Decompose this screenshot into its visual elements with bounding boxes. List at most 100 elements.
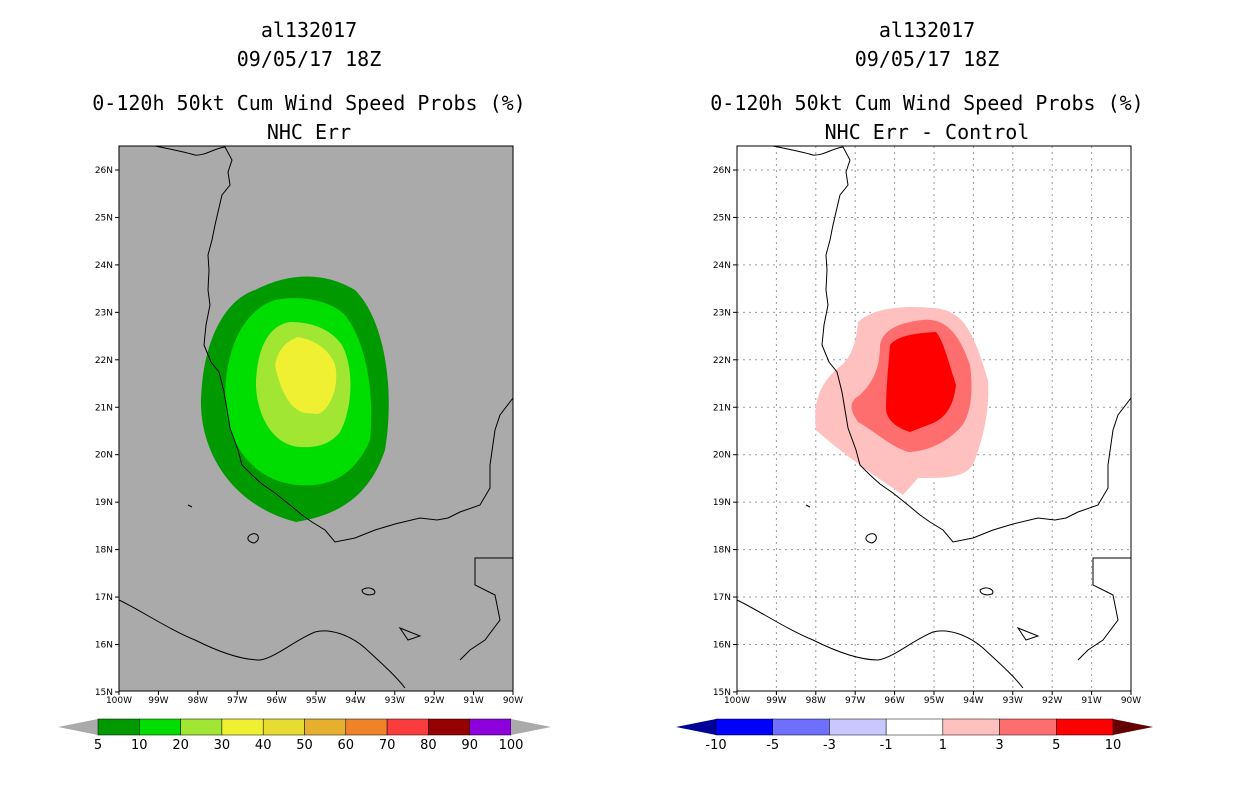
colorbar: 5 10 20 30 40 50 60 70 80 90 100 — [58, 718, 551, 753]
product-title: 0-120h 50kt Cum Wind Speed Probs (%) — [710, 91, 1144, 115]
lon-label: 97W — [845, 696, 865, 706]
lon-label: 93W — [385, 696, 405, 706]
lon-label: 99W — [766, 696, 786, 706]
lat-label: 23N — [95, 308, 113, 318]
lon-label: 91W — [1081, 696, 1101, 706]
colorbar-swatch — [999, 718, 1057, 736]
lat-label: 20N — [95, 451, 113, 461]
colorbar-label: 5 — [94, 738, 102, 753]
axis-ticks: 26N 25N 24N 23N 22N 21N 20N 19N 18N 17N 16N 15N100W… — [713, 166, 1141, 706]
contour-5-10 — [886, 332, 956, 432]
panel-subtitle: NHC Err - Control — [824, 120, 1030, 144]
lon-label: 93W — [1003, 696, 1023, 706]
colorbar-label: 5 — [1052, 738, 1060, 753]
colorbar-label: 40 — [255, 738, 272, 753]
lat-label: 24N — [95, 261, 113, 271]
colorbar-swatch — [428, 718, 470, 736]
map-figure: 26N 25N 24N 23N 22N 21N 20N 19N 18N 17N 16N 15N100W… — [676, 145, 1153, 753]
lat-label: 16N — [713, 641, 731, 651]
lon-label: 90W — [1121, 696, 1141, 706]
colorbar-label: 80 — [420, 738, 437, 753]
lon-label: 95W — [924, 696, 944, 706]
lon-label: 94W — [963, 696, 983, 706]
lon-label: 92W — [1042, 696, 1062, 706]
lon-label: 91W — [463, 696, 483, 706]
storm-id: al132017 — [878, 18, 976, 42]
lat-label: 26N — [95, 166, 113, 176]
colorbar-label: 10 — [131, 738, 148, 753]
colorbar-swatch — [772, 718, 830, 736]
lon-label: 98W — [806, 696, 826, 706]
colorbar-label: -1 — [880, 738, 893, 753]
colorbar-swatch — [262, 718, 305, 736]
colorbar-label: 60 — [338, 738, 355, 753]
colorbar-swatch — [139, 718, 181, 736]
colorbar-swatch — [97, 718, 140, 736]
lon-label: 97W — [227, 696, 247, 706]
lon-label: 96W — [884, 696, 904, 706]
contour-30-40 — [275, 337, 337, 414]
colorbar-label: 70 — [379, 738, 396, 753]
map-figure: 26N 25N 24N 23N 22N 21N 20N 19N 18N 17N 16N 15N100W… — [58, 145, 551, 753]
difference-contours — [815, 306, 989, 495]
colorbar-label: 90 — [461, 738, 478, 753]
colorbar-label: -3 — [823, 738, 836, 753]
lat-label: 25N — [713, 213, 731, 223]
colorbar-swatch — [942, 718, 1000, 736]
colorbar-swatch — [715, 718, 773, 736]
lon-label: 98W — [188, 696, 208, 706]
lat-label: 20N — [713, 451, 731, 461]
colorbar-swatch — [829, 718, 887, 736]
colorbar-swatch — [1056, 718, 1114, 736]
colorbar-label: 50 — [296, 738, 313, 753]
storm-id: al132017 — [260, 18, 358, 42]
lon-label: 95W — [306, 696, 326, 706]
lat-label: 24N — [713, 261, 731, 271]
axis-ticks: 26N 25N 24N 23N 22N 21N 20N 19N 18N 17N 16N 15N100W… — [95, 166, 523, 706]
lat-label: 23N — [713, 308, 731, 318]
product-title: 0-120h 50kt Cum Wind Speed Probs (%) — [92, 91, 526, 115]
lon-label: 90W — [503, 696, 523, 706]
lat-label: 19N — [713, 498, 731, 508]
colorbar-label: 20 — [172, 738, 189, 753]
colorbar-end-low — [58, 719, 98, 735]
lat-label: 26N — [713, 166, 731, 176]
colorbar-end-high — [511, 719, 551, 735]
lat-label: 17N — [95, 593, 113, 603]
colorbar-swatch — [469, 718, 512, 736]
lon-label: 100W — [106, 696, 132, 706]
colorbar-swatch — [386, 718, 429, 736]
gridlines — [737, 146, 1131, 691]
coastline — [118, 145, 514, 689]
lat-label: 15N — [95, 688, 113, 698]
lat-label: 21N — [95, 403, 113, 413]
colorbar-label: 30 — [214, 738, 231, 753]
panel-nhc-err-control: al132017 09/05/17 18Z 0-120h 50kt Cum Wi… — [618, 0, 1236, 800]
colorbar-swatch — [180, 718, 223, 736]
colorbar-end-high — [1113, 719, 1153, 735]
lon-label: 94W — [345, 696, 365, 706]
lon-label: 92W — [424, 696, 444, 706]
panel-nhc-err: al132017 09/05/17 18Z 0-120h 50kt Cum Wi… — [58, 18, 551, 753]
lon-label: 96W — [266, 696, 286, 706]
lat-label: 25N — [95, 213, 113, 223]
lat-label: 22N — [713, 356, 731, 366]
colorbar-swatch — [304, 718, 347, 736]
colorbar-swatch — [221, 718, 264, 736]
lat-label: 16N — [95, 641, 113, 651]
colorbar-swatch — [885, 718, 944, 736]
lat-label: 17N — [713, 593, 731, 603]
colorbar-label: -5 — [766, 738, 779, 753]
colorbar-label: 10 — [1105, 738, 1122, 753]
lat-label: 19N — [95, 498, 113, 508]
colorbar-label: -10 — [705, 738, 726, 753]
colorbar: -10 -5 -3 -1 1 3 5 10 — [676, 718, 1153, 753]
colorbar-swatch — [345, 718, 388, 736]
lon-label: 100W — [724, 696, 750, 706]
lat-label: 15N — [713, 688, 731, 698]
coastline — [736, 145, 1132, 689]
lon-label: 99W — [148, 696, 168, 706]
colorbar-label: 3 — [995, 738, 1003, 753]
panel-subtitle: NHC Err — [266, 120, 352, 144]
probability-contours — [200, 276, 389, 522]
